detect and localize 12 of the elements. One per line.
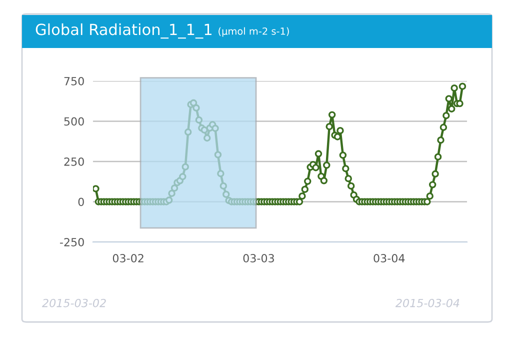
chart-subtitle: (µmol m-2 s-1) [218, 27, 289, 37]
x-tick-label: 03-02 [112, 254, 144, 262]
y-tick-label: -250 [60, 238, 84, 246]
y-tick-label: 750 [64, 76, 84, 86]
text: 2015-03-02 [42, 298, 106, 308]
y-tick-label: 250 [64, 157, 84, 166]
y-tick-label: 0 [78, 198, 84, 206]
text: 2015-03-04 [395, 298, 460, 308]
chart-title: Global Radiation_1_1_1 [36, 23, 212, 39]
x-tick-label: 03-04 [374, 254, 405, 262]
y-tick-label: 500 [64, 117, 84, 126]
x-tick-label: 03-03 [243, 254, 274, 262]
